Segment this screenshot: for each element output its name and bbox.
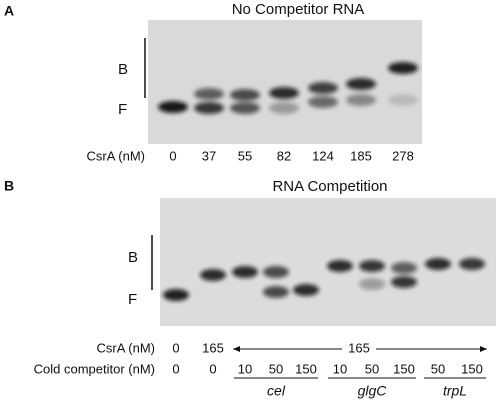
- gel-band: [194, 102, 224, 114]
- lane-value: 55: [238, 148, 252, 163]
- gel-band: [269, 102, 299, 114]
- gel-band: [230, 89, 260, 101]
- lane-value: 50: [269, 361, 283, 376]
- lane-value: 50: [431, 361, 445, 376]
- competitor-label: Cold competitor (nM): [34, 361, 155, 376]
- lane-value: 37: [202, 148, 216, 163]
- lane-value: 150: [393, 361, 415, 376]
- gel-band: [263, 266, 289, 278]
- gel-band: [388, 94, 418, 106]
- gel: [148, 20, 422, 144]
- csra-range-value: 165: [348, 340, 370, 355]
- gel-band: [308, 82, 338, 94]
- gel-band: [263, 286, 289, 298]
- gel-band: [163, 289, 189, 301]
- gel-band: [391, 276, 417, 288]
- panel-label: A: [4, 3, 14, 19]
- lane-value: 0: [169, 148, 176, 163]
- bands: [158, 62, 418, 114]
- gel-band: [308, 96, 338, 108]
- gel-band: [359, 278, 385, 290]
- csra-value: 165: [202, 340, 224, 355]
- csra-label: CsrA (nM): [97, 340, 156, 355]
- gel-band: [269, 87, 299, 99]
- lane-value: 185: [350, 148, 372, 163]
- lane-value: 10: [238, 361, 252, 376]
- gel-band: [425, 258, 451, 270]
- lane-values: 0 0 10 50 150 10 50 150 50 150: [172, 361, 482, 376]
- competitor-name: cel: [267, 383, 286, 399]
- bound-label: B: [128, 249, 138, 266]
- gel-band: [232, 266, 258, 278]
- free-label: F: [118, 101, 127, 118]
- csra-label: CsrA (nM): [87, 148, 146, 163]
- lane-value: 10: [333, 361, 347, 376]
- lane-value: 278: [392, 148, 414, 163]
- gel-band: [158, 101, 188, 113]
- gel-band: [388, 62, 418, 74]
- competitor-name: trpL: [443, 383, 467, 399]
- csra-value: 0: [172, 340, 179, 355]
- lane-values: 0 37 55 82 124 185 278: [169, 148, 413, 163]
- lane-value: 50: [365, 361, 379, 376]
- lane-value: 150: [461, 361, 483, 376]
- panel-label: B: [4, 178, 14, 194]
- free-label: F: [128, 291, 137, 308]
- gel-band: [346, 78, 376, 90]
- bound-label: B: [118, 61, 128, 78]
- panel-title: No Competitor RNA: [232, 1, 365, 18]
- panel-title: RNA Competition: [272, 178, 387, 195]
- lane-value: 124: [312, 148, 334, 163]
- lane-value: 82: [277, 148, 291, 163]
- lane-value: 0: [209, 361, 216, 376]
- gel-band: [230, 102, 260, 114]
- gel-band: [194, 88, 224, 100]
- bands: [163, 258, 485, 301]
- gel-band: [359, 260, 385, 272]
- gel-band: [293, 284, 319, 296]
- gel-band: [327, 260, 353, 272]
- gel-band: [391, 262, 417, 274]
- gel-band: [346, 94, 376, 106]
- gel-band: [459, 258, 485, 270]
- gel-band: [200, 269, 226, 281]
- lane-value: 150: [295, 361, 317, 376]
- competitor-name: glgC: [358, 383, 388, 399]
- lane-value: 0: [172, 361, 179, 376]
